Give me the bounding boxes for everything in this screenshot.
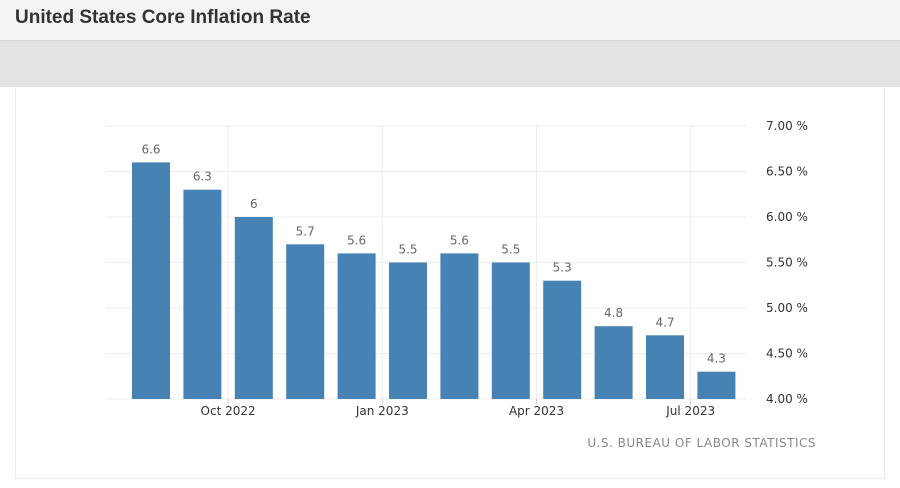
y-tick-label: 4.50 % — [766, 347, 808, 361]
bar — [646, 335, 684, 399]
source-label: U.S. BUREAU OF LABOR STATISTICS — [587, 436, 816, 450]
bar-value-label: 4.8 — [604, 306, 623, 320]
bar — [543, 280, 582, 399]
toolbar-band — [0, 41, 900, 87]
bar — [234, 217, 273, 399]
bar — [183, 189, 222, 399]
bar-value-label: 5.6 — [450, 233, 469, 247]
chart-x-ticks: Oct 2022 Jan 2023 Apr 2023 Jul 2023 — [201, 404, 716, 418]
x-tick-label: Jul 2023 — [665, 404, 715, 418]
chart-bars — [132, 162, 736, 399]
bar — [132, 162, 170, 399]
y-tick-label: 6.00 % — [766, 210, 808, 224]
bar — [594, 326, 633, 399]
y-tick-label: 4.00 % — [766, 392, 808, 406]
bar-value-label: 5.7 — [296, 224, 315, 238]
bar-value-label: 5.6 — [347, 233, 366, 247]
bar-value-label: 5.3 — [553, 261, 572, 275]
y-tick-label: 5.50 % — [766, 256, 808, 270]
bar — [389, 262, 427, 399]
y-tick-label: 7.00 % — [766, 119, 808, 133]
bar-value-label: 6.6 — [141, 142, 160, 156]
bar — [286, 244, 325, 399]
chart-value-labels: 6.6 6.3 6 5.7 5.6 5.5 5.6 5.5 5.3 4.8 4.7 4.3 — [141, 142, 725, 365]
bar — [337, 253, 376, 399]
x-tick-label: Jan 2023 — [355, 404, 409, 418]
chart-y-ticks: 4.00 % 4.50 % 5.00 % 5.50 % 6.00 % 6.50 % 7.00… — [766, 119, 808, 406]
header-bar: United States Core Inflation Rate — [0, 0, 900, 41]
bar-value-label: 6.3 — [193, 170, 212, 184]
bar — [697, 371, 736, 399]
bar-value-label: 5.5 — [501, 243, 520, 257]
x-tick-label: Apr 2023 — [509, 404, 564, 418]
bar-value-label: 6 — [250, 197, 258, 211]
bar — [491, 262, 530, 399]
bar-value-label: 4.3 — [707, 352, 726, 366]
bar — [440, 253, 479, 399]
page-title: United States Core Inflation Rate — [15, 7, 311, 28]
bar-value-label: 4.7 — [655, 315, 674, 329]
y-tick-label: 6.50 % — [766, 165, 808, 179]
bar-value-label: 5.5 — [398, 243, 417, 257]
x-tick-label: Oct 2022 — [201, 404, 256, 418]
y-tick-label: 5.00 % — [766, 301, 808, 315]
